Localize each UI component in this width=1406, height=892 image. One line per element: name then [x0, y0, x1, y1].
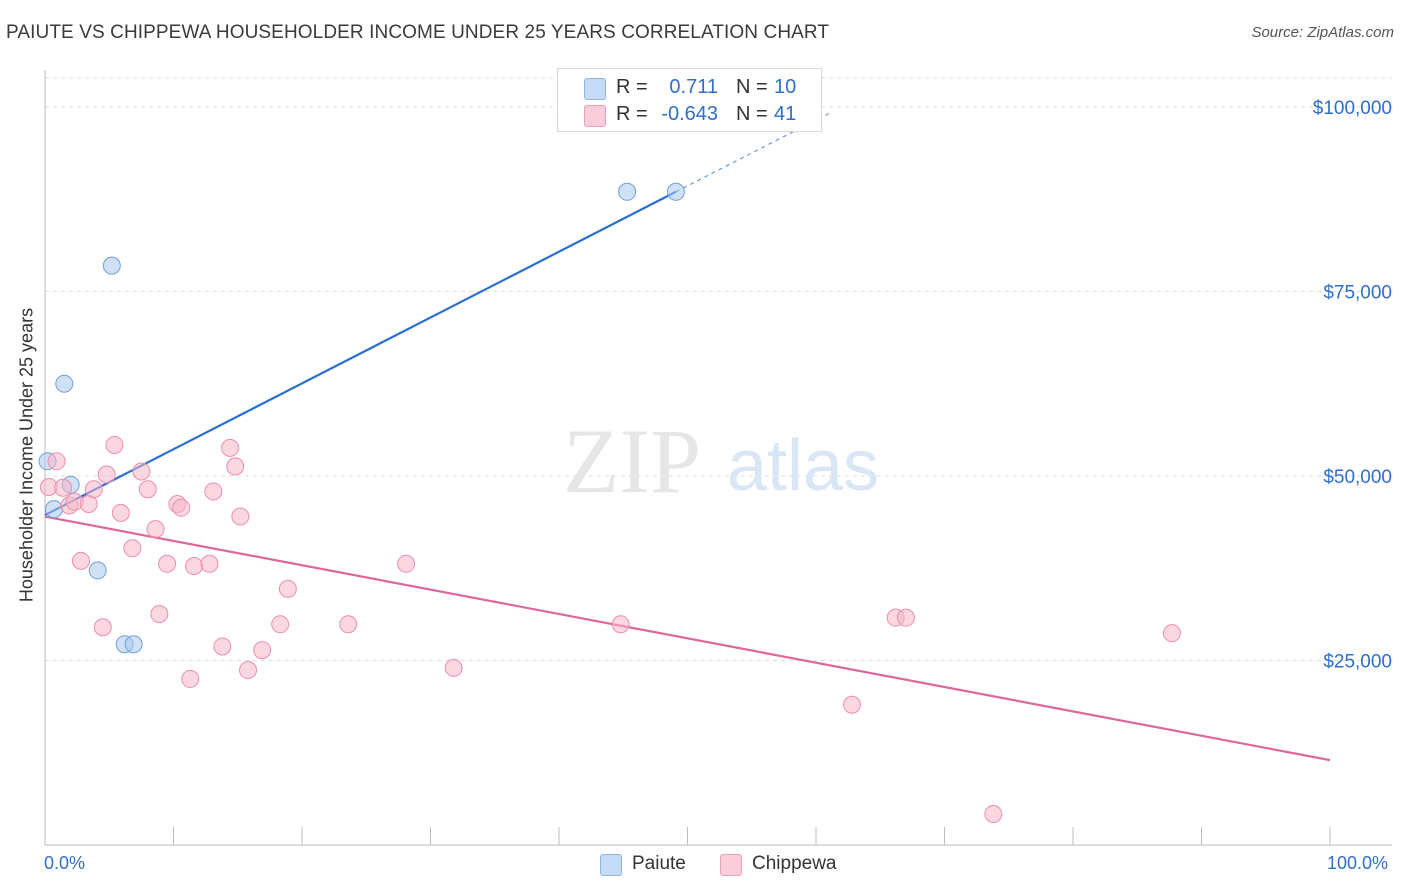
y-tick-label: $50,000 — [1323, 467, 1392, 488]
legend-swatch-paiute — [584, 78, 606, 100]
chippewa-point — [53, 478, 72, 497]
paiute-point — [102, 256, 121, 275]
chippewa-point — [444, 658, 463, 677]
trend-lines — [44, 113, 1331, 762]
legend-row-paiute: R = 0.711 N = 10 — [558, 74, 821, 102]
chippewa-point — [231, 507, 250, 526]
chippewa-point — [339, 615, 358, 634]
chart-title: PAIUTE VS CHIPPEWA HOUSEHOLDER INCOME UN… — [6, 22, 830, 43]
source-label: Source: ZipAtlas.com — [1251, 24, 1394, 41]
paiute-point — [618, 182, 637, 201]
chippewa-point — [185, 557, 204, 575]
chippewa-point — [253, 641, 272, 660]
legend-r-value: -0.643 — [661, 103, 718, 125]
chippewa-point — [111, 503, 130, 522]
trend-line-chippewa — [44, 515, 1331, 762]
watermark-zip: ZIP — [563, 410, 701, 512]
chippewa-point — [150, 604, 169, 623]
chippewa-point — [397, 554, 416, 573]
chippewa-point — [146, 520, 165, 539]
x-tick-max: 100.0% — [1327, 853, 1389, 873]
x-tick-min: 0.0% — [44, 853, 86, 873]
paiute-point — [44, 500, 63, 519]
chippewa-point — [105, 435, 124, 454]
paiute-point — [55, 374, 74, 393]
legend-r-label: R = — [616, 76, 648, 98]
paiute-swatch — [600, 854, 622, 876]
legend-n-label: N = — [736, 103, 768, 125]
chippewa-point — [278, 579, 297, 598]
paiute-point — [124, 635, 143, 654]
chippewa-point — [132, 462, 151, 481]
chippewa-point — [204, 482, 223, 501]
chippewa-point — [123, 539, 142, 558]
legend-n-value: 41 — [774, 103, 797, 125]
chippewa-point — [226, 457, 245, 476]
chippewa-point — [84, 480, 103, 499]
axes — [44, 70, 1392, 846]
trend-line-paiute — [44, 190, 677, 517]
watermark: ZIP atlas — [563, 410, 879, 512]
chippewa-point — [47, 452, 66, 471]
chippewa-point — [842, 695, 861, 714]
paiute-point — [88, 561, 107, 580]
chippewa-point — [172, 498, 191, 517]
chippewa-point — [221, 438, 240, 457]
chippewa-point — [896, 608, 915, 627]
watermark-atlas: atlas — [727, 426, 879, 506]
chippewa-point — [93, 618, 112, 637]
chippewa-point — [984, 805, 1003, 823]
chippewa-point — [97, 465, 116, 484]
legend-n-label: N = — [736, 76, 768, 98]
chippewa-point — [181, 669, 200, 688]
chippewa-swatch — [720, 854, 742, 876]
legend-row-chippewa: R = -0.643 N = 41 — [558, 101, 821, 129]
y-tick-labels: $25,000 $50,000 $75,000 $100,000 — [1313, 98, 1392, 673]
chippewa-point — [138, 480, 157, 499]
chippewa-point — [271, 615, 290, 634]
chippewa-point — [239, 661, 258, 680]
y-tick-label: $75,000 — [1323, 282, 1392, 303]
chippewa-point — [200, 554, 219, 573]
correlation-legend: R = 0.711 N = 10 R = -0.643 N = 41 — [557, 68, 822, 132]
chippewa-label: Chippewa — [752, 853, 837, 874]
legend-swatch-chippewa — [584, 105, 606, 127]
legend-r-value: 0.711 — [669, 76, 718, 98]
y-tick-label: $25,000 — [1323, 651, 1392, 672]
paiute-label: Paiute — [632, 853, 686, 874]
chippewa-point — [213, 637, 232, 656]
gridlines — [45, 77, 1392, 661]
chippewa-point — [611, 615, 630, 634]
legend-r-label: R = — [616, 103, 648, 125]
chippewa-point — [1162, 624, 1181, 643]
y-tick-label: $100,000 — [1313, 98, 1392, 119]
chippewa-point — [158, 554, 177, 573]
legend-n-value: 10 — [774, 76, 797, 98]
data-points — [38, 182, 1181, 823]
chippewa-point — [71, 551, 90, 570]
paiute-point — [666, 182, 685, 201]
